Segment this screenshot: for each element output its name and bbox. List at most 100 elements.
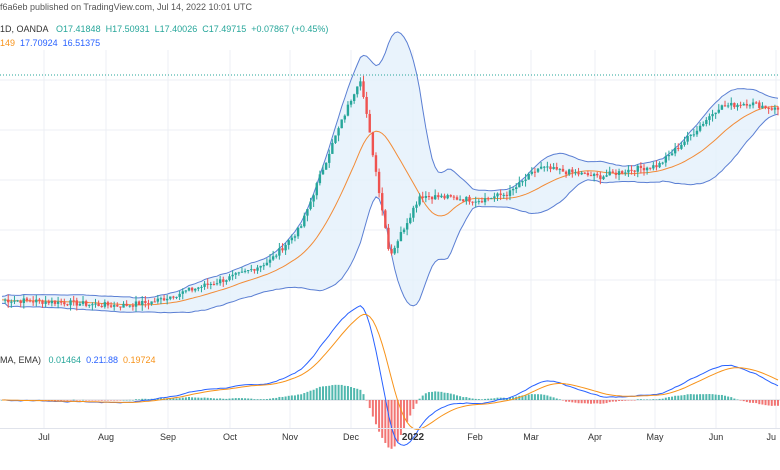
candle-body bbox=[162, 298, 166, 301]
candle-body bbox=[567, 169, 571, 175]
candle-body bbox=[100, 306, 103, 308]
candle-body bbox=[667, 155, 671, 157]
macd-hist-bar bbox=[446, 392, 449, 400]
macd-hist-bar bbox=[144, 398, 147, 400]
candle-body bbox=[714, 112, 717, 115]
candle-body bbox=[527, 173, 530, 180]
x-tick-label: Apr bbox=[588, 432, 602, 442]
candle-body bbox=[84, 301, 88, 306]
candle-body bbox=[13, 300, 16, 302]
candle-body bbox=[212, 283, 216, 285]
close-value: C17.49715 bbox=[202, 24, 247, 34]
macd-hist-bar bbox=[521, 395, 524, 400]
macd-hist-bar bbox=[225, 398, 228, 400]
macd-hist-bar bbox=[518, 395, 521, 400]
macd-hist-bar bbox=[231, 398, 234, 400]
macd-hist-bar bbox=[415, 400, 418, 404]
macd-hist-bar bbox=[82, 399, 85, 401]
macd-hist-bar bbox=[212, 398, 215, 400]
candle-body bbox=[620, 171, 624, 174]
macd-hist-bar bbox=[664, 397, 667, 400]
macd-hist-bar bbox=[758, 400, 761, 405]
macd-hist-bar bbox=[337, 384, 340, 400]
macd-hist-bar bbox=[474, 398, 477, 400]
macd-hist-bar bbox=[184, 397, 187, 400]
macd-hist-bar bbox=[755, 400, 758, 404]
macd-hist-bar bbox=[549, 396, 552, 400]
candle-body bbox=[649, 167, 652, 169]
x-tick-label: Oct bbox=[223, 432, 238, 442]
macd-hist-bar bbox=[100, 400, 103, 401]
macd-hist-bar bbox=[605, 400, 608, 404]
macd-hist-bar bbox=[568, 400, 571, 402]
macd-hist-bar bbox=[484, 398, 487, 400]
macd-hist-bar bbox=[334, 384, 337, 400]
candle-body bbox=[602, 176, 605, 180]
macd-hist-bar bbox=[368, 400, 371, 409]
bb-upper-value: 17.70924 bbox=[20, 38, 58, 48]
candle-body bbox=[627, 169, 630, 173]
macd-hist-bar bbox=[471, 398, 474, 400]
macd-hist-bar bbox=[773, 400, 776, 406]
low-value: L17.40026 bbox=[154, 24, 198, 34]
candle-body bbox=[278, 248, 281, 256]
macd-hist-bar bbox=[222, 398, 225, 400]
macd-hist-bar bbox=[237, 398, 240, 400]
candle-body bbox=[692, 134, 696, 136]
candle-body bbox=[72, 300, 75, 302]
macd-hist-bar bbox=[437, 391, 440, 400]
candle-body bbox=[440, 195, 443, 198]
macd-hist-bar bbox=[175, 398, 178, 400]
macd-hist-bar bbox=[761, 400, 764, 405]
candle-body bbox=[530, 171, 533, 174]
candle-body bbox=[137, 301, 141, 306]
macd-hist-bar bbox=[524, 395, 527, 400]
macd-hist-bar bbox=[574, 400, 577, 403]
candle-body bbox=[412, 207, 415, 218]
macd-hist-bar bbox=[78, 400, 81, 401]
macd-hist-bar bbox=[496, 397, 499, 400]
candle-body bbox=[458, 199, 462, 201]
candle-body bbox=[184, 290, 188, 292]
macd-hist-bar bbox=[200, 397, 203, 400]
candle-body bbox=[515, 187, 518, 190]
macd-hist-bar bbox=[680, 395, 683, 400]
macd-hist-bar bbox=[253, 399, 256, 400]
macd-hist-bar bbox=[555, 398, 558, 400]
candle-body bbox=[736, 104, 739, 108]
candle-body bbox=[78, 303, 82, 306]
x-tick-label: Sep bbox=[160, 432, 176, 442]
candle-body bbox=[480, 201, 484, 203]
candle-body bbox=[433, 195, 437, 200]
candle-body bbox=[356, 86, 359, 95]
candle-body bbox=[296, 227, 300, 237]
candle-body bbox=[446, 195, 449, 199]
candle-body bbox=[328, 153, 331, 163]
macd-hist-bar bbox=[686, 394, 689, 400]
macd-hist-bar bbox=[331, 385, 334, 400]
candle-body bbox=[409, 217, 412, 224]
candle-body bbox=[415, 204, 418, 208]
macd-hist-bar bbox=[219, 398, 222, 400]
candle-body bbox=[396, 241, 399, 248]
macd-hist-bar bbox=[228, 398, 231, 400]
candle-body bbox=[362, 81, 365, 97]
macd-hist-bar bbox=[431, 391, 434, 400]
ohlc-legend: 1D, OANDA O17.41848 H17.50931 L17.40026 … bbox=[0, 24, 328, 34]
candle-body bbox=[141, 300, 144, 306]
candle-body bbox=[340, 119, 343, 129]
macd-hist-bar bbox=[53, 400, 56, 401]
bollinger-upper-line bbox=[1, 31, 779, 299]
candle-body bbox=[156, 298, 160, 302]
candle-body bbox=[748, 105, 752, 107]
macd-hist-bar bbox=[599, 400, 602, 404]
x-tick-label: Jun bbox=[709, 432, 724, 442]
macd-hist-bar bbox=[508, 397, 511, 400]
macd-hist-bar bbox=[281, 396, 284, 400]
candle-body bbox=[508, 190, 512, 196]
macd-hist-bar bbox=[561, 400, 564, 401]
macd-hist-bar bbox=[378, 400, 381, 432]
macd-hist-bar bbox=[602, 400, 605, 404]
candle-body bbox=[178, 293, 181, 297]
